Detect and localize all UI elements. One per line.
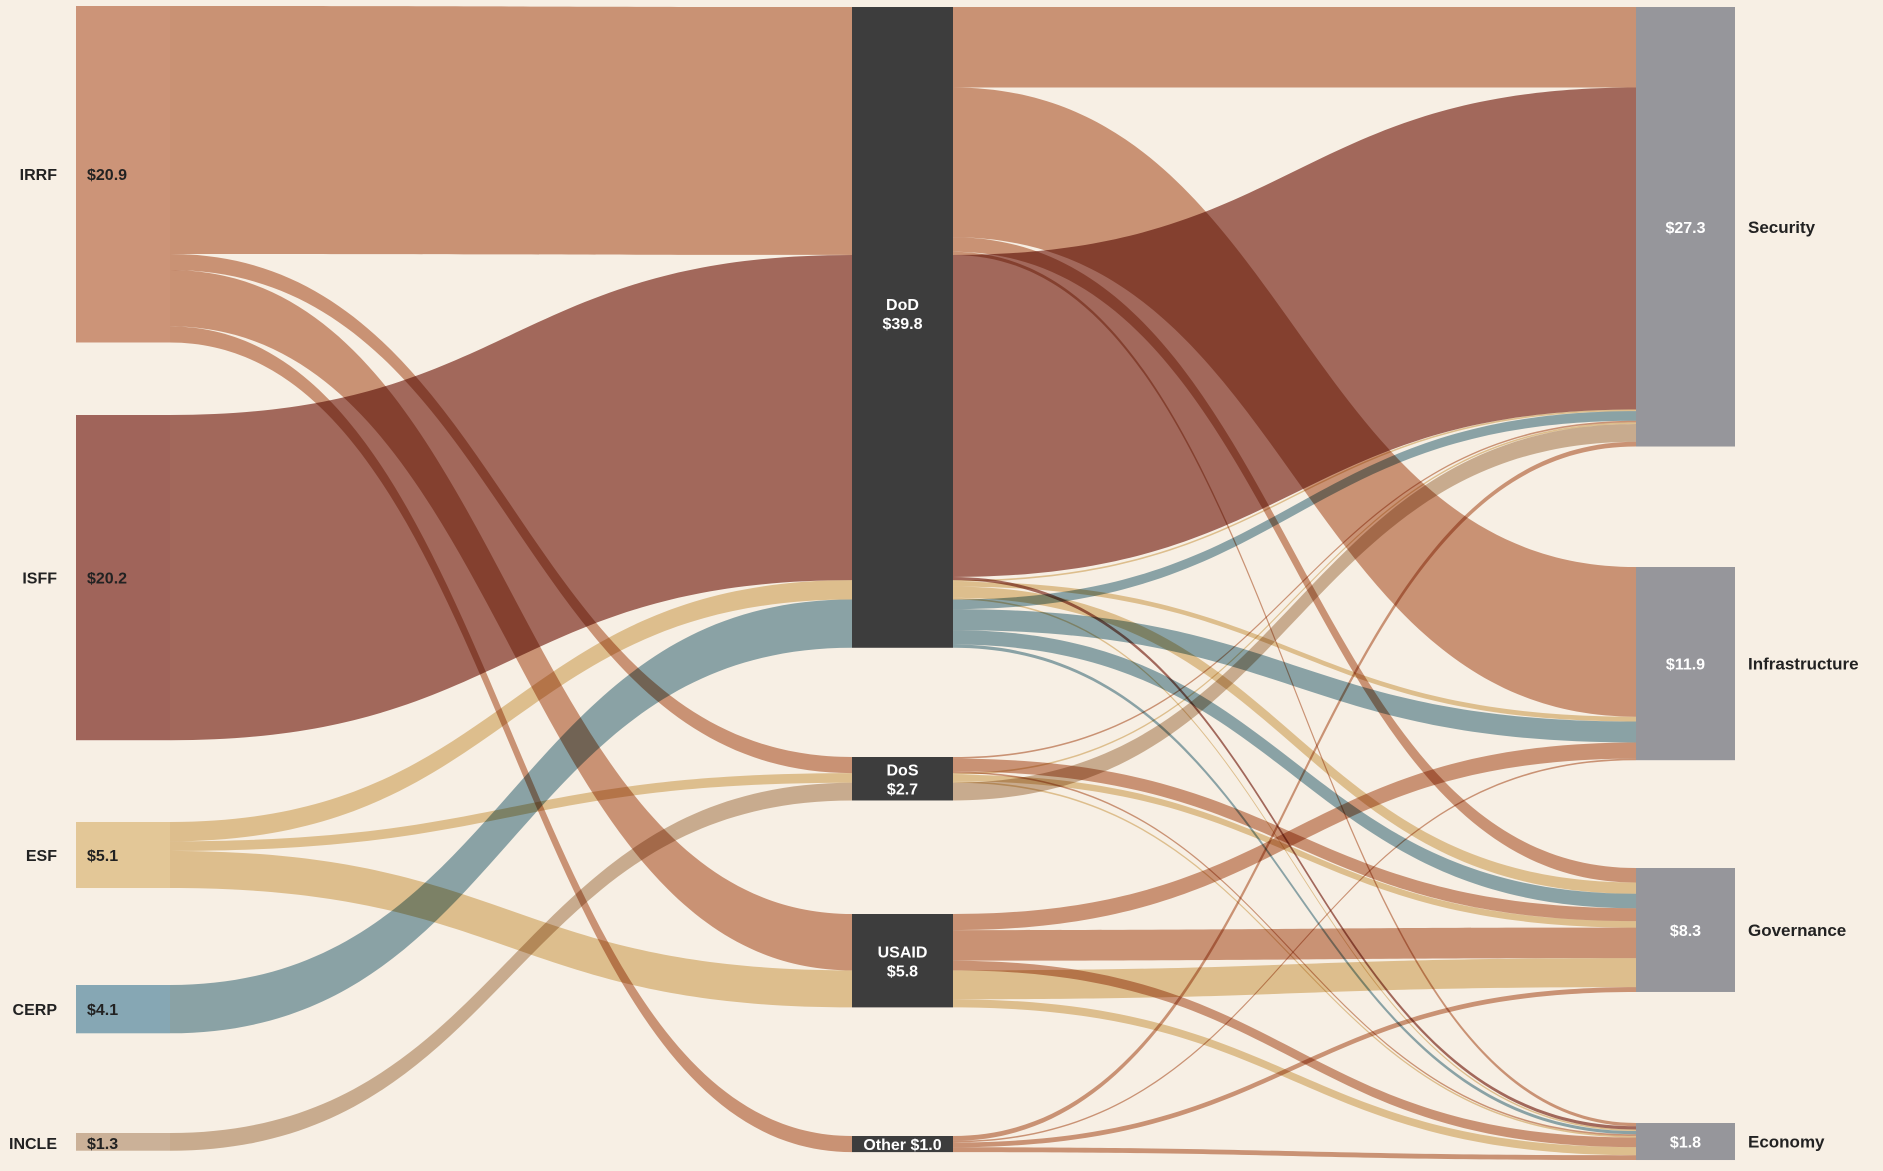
- nodes: [76, 6, 1735, 1161]
- source-label-irrf: IRRF: [20, 167, 58, 184]
- category-node-economy: [1636, 1123, 1735, 1161]
- source-value-irrf: $20.9: [87, 167, 127, 184]
- category-value-infrastructure: $11.9: [1666, 657, 1705, 674]
- source-node-esf: [76, 822, 170, 889]
- agency-value-dos: $2.7: [887, 782, 918, 799]
- link-dod-cerp-to-infrastructure: [953, 609, 1636, 743]
- link-dos-irrf-to-security: [953, 420, 1636, 759]
- agency-node-other: [852, 1136, 953, 1153]
- source-node-cerp: [76, 985, 170, 1034]
- link-cerp-to-dod: [170, 599, 852, 1034]
- link-isff-to-dod: [170, 254, 852, 741]
- link-irrf-to-other: [170, 326, 852, 1153]
- category-value-economy: $1.8: [1670, 1135, 1701, 1152]
- link-dos-esf-to-governance: [953, 774, 1636, 928]
- source-node-irrf: [76, 6, 170, 343]
- category-value-security: $27.3: [1665, 220, 1705, 237]
- agency-value-dod: $39.8: [882, 316, 922, 333]
- source-label-isff: ISFF: [22, 571, 57, 588]
- category-node-governance: [1636, 868, 1735, 992]
- link-usaid-esf-to-economy: [953, 999, 1636, 1156]
- link-irrf-to-dod: [170, 6, 852, 255]
- agency-node-dod: [852, 7, 953, 648]
- category-label-governance: Governance: [1748, 921, 1846, 940]
- link-usaid-irrf-to-economy: [953, 960, 1636, 1148]
- agency-label-other: Other $1.0: [863, 1137, 941, 1154]
- agency-name-dos: DoS: [887, 763, 919, 780]
- category-label-security: Security: [1748, 218, 1816, 237]
- agency-name-dod: DoD: [886, 297, 919, 314]
- source-value-incle: $1.3: [87, 1136, 118, 1153]
- source-value-isff: $20.2: [87, 571, 127, 588]
- link-other-irrf-to-governance: [953, 987, 1636, 1148]
- category-value-governance: $8.3: [1670, 923, 1701, 940]
- agency-node-dos: [852, 757, 953, 801]
- link-dod-cerp-to-governance: [953, 630, 1636, 909]
- source-node-isff: [76, 415, 170, 741]
- link-dod-cerp-to-economy: [953, 644, 1636, 1135]
- link-dos-incle-to-security: [953, 423, 1636, 801]
- source-value-esf: $5.1: [87, 848, 118, 865]
- category-label-infrastructure: Infrastructure: [1748, 655, 1859, 674]
- link-dos-esf-to-security: [953, 422, 1636, 775]
- link-esf-to-dod: [170, 580, 852, 842]
- agency-name-usaid: USAID: [878, 945, 928, 962]
- link-dod-irrf-to-governance: [953, 237, 1636, 883]
- link-incle-to-dos: [170, 782, 852, 1151]
- link-dod-esf-to-infrastructure: [953, 581, 1636, 722]
- link-dod-isff-to-security: [953, 87, 1636, 577]
- source-label-esf: ESF: [26, 848, 57, 865]
- link-other-irrf-to-infrastructure: [953, 758, 1636, 1143]
- link-other-irrf-to-security: [953, 441, 1636, 1141]
- agency-node-usaid: [852, 914, 953, 1008]
- link-dod-cerp-to-security: [953, 411, 1636, 610]
- link-dod-irrf-to-economy: [953, 251, 1636, 1127]
- link-dod-esf-to-security: [953, 409, 1636, 582]
- source-value-cerp: $4.1: [87, 1002, 118, 1019]
- link-usaid-esf-to-governance: [953, 958, 1636, 1000]
- link-dod-esf-to-economy: [953, 597, 1636, 1132]
- agency-value-usaid: $5.8: [887, 964, 918, 981]
- links-source-to-agency: [170, 6, 852, 1153]
- link-esf-to-usaid: [170, 850, 852, 1008]
- source-node-incle: [76, 1133, 170, 1151]
- link-other-irrf-to-economy: [953, 1147, 1636, 1161]
- labels: IRRF $20.9 ISFF $20.2 ESF $5.1 CERP $4.1 INCLE $1…: [9, 167, 1859, 1154]
- links-agency-to-category: [953, 7, 1636, 1161]
- link-dod-esf-to-governance: [953, 586, 1636, 894]
- source-label-incle: INCLE: [9, 1136, 57, 1153]
- category-label-economy: Economy: [1748, 1133, 1825, 1152]
- category-node-security: [1636, 7, 1735, 447]
- link-usaid-irrf-to-governance: [953, 927, 1636, 961]
- link-usaid-irrf-to-infrastructure: [953, 742, 1636, 931]
- link-dod-irrf-to-security: [953, 7, 1636, 88]
- category-node-infrastructure: [1636, 567, 1735, 761]
- source-label-cerp: CERP: [13, 1002, 58, 1019]
